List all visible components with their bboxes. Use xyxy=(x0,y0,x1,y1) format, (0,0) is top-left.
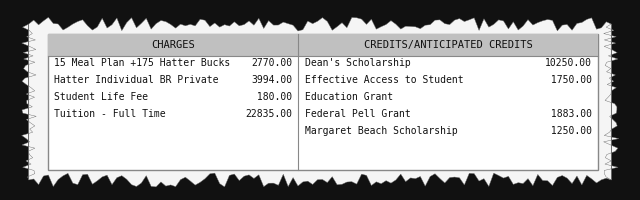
Text: 3994.00: 3994.00 xyxy=(251,75,292,85)
Text: Tuition - Full Time: Tuition - Full Time xyxy=(54,109,166,119)
Text: 15 Meal Plan +175 Hatter Bucks: 15 Meal Plan +175 Hatter Bucks xyxy=(54,58,230,68)
Text: CHARGES: CHARGES xyxy=(151,40,195,50)
Text: 10250.00: 10250.00 xyxy=(545,58,592,68)
Text: Effective Access to Student: Effective Access to Student xyxy=(305,75,463,85)
Text: Federal Pell Grant: Federal Pell Grant xyxy=(305,109,411,119)
Text: 1883.00: 1883.00 xyxy=(545,109,592,119)
Text: 1250.00: 1250.00 xyxy=(545,126,592,136)
Bar xyxy=(48,34,598,170)
Bar xyxy=(48,34,598,56)
Text: Student Life Fee: Student Life Fee xyxy=(54,92,148,102)
Text: Margaret Beach Scholarship: Margaret Beach Scholarship xyxy=(305,126,458,136)
Text: 1750.00: 1750.00 xyxy=(545,75,592,85)
Text: Dean's Scholarship: Dean's Scholarship xyxy=(305,58,411,68)
Text: Education Grant: Education Grant xyxy=(305,92,393,102)
Polygon shape xyxy=(22,17,619,187)
Text: 2770.00: 2770.00 xyxy=(251,58,292,68)
Text: 180.00: 180.00 xyxy=(251,92,292,102)
Text: 22835.00: 22835.00 xyxy=(245,109,292,119)
Text: Hatter Individual BR Private: Hatter Individual BR Private xyxy=(54,75,219,85)
Text: CREDITS/ANTICIPATED CREDITS: CREDITS/ANTICIPATED CREDITS xyxy=(364,40,532,50)
